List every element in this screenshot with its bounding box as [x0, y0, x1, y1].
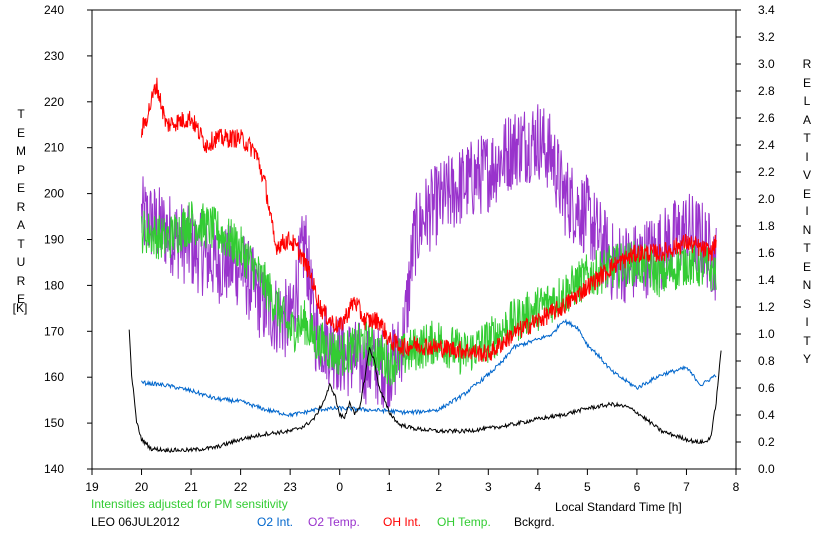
axis-label-letter: P: [16, 162, 25, 177]
x-tick-label: 3: [485, 480, 492, 494]
right-tick-label: 1.2: [758, 300, 775, 314]
right-tick-label: 0.6: [758, 381, 775, 395]
axis-label-letter: E: [16, 125, 25, 140]
axis-label-letter: T: [803, 333, 811, 348]
axis-label-letter: L: [803, 94, 811, 108]
axis-label-letter: I: [805, 315, 809, 329]
x-tick-label: 19: [85, 480, 99, 494]
axis-label-letter: N: [802, 278, 812, 292]
x-tick-label: 23: [283, 480, 297, 494]
x-tick-label: 0: [336, 480, 343, 494]
axis-label-letter: E: [802, 75, 811, 90]
right-tick-label: 1.8: [758, 219, 775, 233]
legend-o2-temp: O2 Temp.: [308, 515, 360, 529]
axis-label-letter: V: [802, 168, 811, 182]
left-tick-label: 240: [44, 3, 64, 17]
axis-label-letter: R: [16, 273, 26, 288]
station-date-label: LEO 06JUL2012: [91, 515, 180, 529]
axis-label-letter: A: [802, 112, 811, 127]
left-tick-label: 220: [44, 95, 64, 109]
left-tick-label: 140: [44, 462, 64, 476]
x-axis-title: Local Standard Time [h]: [555, 500, 682, 514]
x-tick-label: 22: [234, 480, 248, 494]
right-tick-label: 2.8: [758, 84, 775, 98]
right-tick-label: 0.2: [758, 435, 775, 449]
axis-label-letter: M: [16, 144, 26, 158]
right-tick-label: 1.6: [758, 246, 775, 260]
left-tick-label: 150: [44, 416, 64, 430]
x-tick-label: 4: [535, 480, 542, 494]
right-tick-label: 2.6: [758, 111, 775, 125]
axis-label-letter: A: [16, 218, 25, 232]
right-tick-label: 0.0: [758, 462, 775, 476]
axis-label-letter: E: [802, 259, 811, 274]
axis-label-letter: R: [16, 199, 26, 214]
left-tick-label: 190: [44, 233, 64, 247]
legend-o2-int: O2 Int.: [257, 515, 294, 529]
left-tick-label: 170: [44, 324, 64, 338]
axis-label-letter: R: [802, 57, 812, 71]
right-tick-label: 1.0: [758, 327, 775, 341]
left-tick-label: 180: [44, 278, 64, 292]
axis-label-letter: E: [16, 181, 25, 195]
left-tick-label: 160: [44, 370, 64, 384]
left-tick-label: 200: [44, 187, 64, 201]
legend-bckgrd: Bckgrd.: [514, 515, 555, 529]
series-line-o2-int: [141, 318, 717, 418]
x-tick-label: 6: [634, 480, 641, 494]
right-tick-label: 2.0: [758, 192, 775, 206]
axis-label-letter: N: [802, 222, 812, 237]
sensitivity-note: Intensities adjusted for PM sensitivity: [91, 497, 288, 511]
x-tick-label: 1: [386, 480, 393, 494]
right-tick-label: 3.4: [758, 3, 775, 17]
right-tick-label: 0.4: [758, 408, 775, 422]
axis-label-letter: T: [17, 107, 25, 121]
axis-label-letter: I: [805, 149, 809, 164]
axis-label-letter: Y: [802, 352, 811, 366]
series-line-oh-int: [141, 77, 717, 362]
left-axis-unit: [K]: [12, 301, 28, 315]
axis-label-letter: E: [16, 292, 25, 306]
x-tick-label: 20: [135, 480, 149, 494]
axis-label-letter: T: [803, 131, 811, 145]
axis-label-letter: U: [16, 255, 26, 269]
x-tick-label: 7: [683, 480, 690, 494]
right-tick-label: 3.0: [758, 57, 775, 71]
series-line-bckgrd: [128, 329, 722, 453]
legend-oh-int: OH Int.: [383, 515, 422, 529]
x-tick-label: 5: [584, 480, 591, 494]
axis-label-letter: S: [802, 296, 811, 311]
axis-label-letter: T: [803, 241, 811, 255]
axis-label-letter: I: [805, 204, 809, 218]
legend-oh-temp: OH Temp.: [437, 515, 491, 529]
x-tick-label: 21: [184, 480, 198, 494]
left-tick-label: 230: [44, 49, 64, 63]
axis-label-letter: E: [802, 186, 811, 201]
left-tick-label: 210: [44, 141, 64, 155]
right-tick-label: 3.2: [758, 30, 775, 44]
right-tick-label: 2.4: [758, 138, 775, 152]
right-tick-label: 1.4: [758, 273, 775, 287]
x-tick-label: 8: [733, 480, 740, 494]
axis-label-letter: T: [17, 236, 25, 251]
x-tick-label: 2: [435, 480, 442, 494]
right-tick-label: 0.8: [758, 354, 775, 368]
right-tick-label: 2.2: [758, 165, 775, 179]
